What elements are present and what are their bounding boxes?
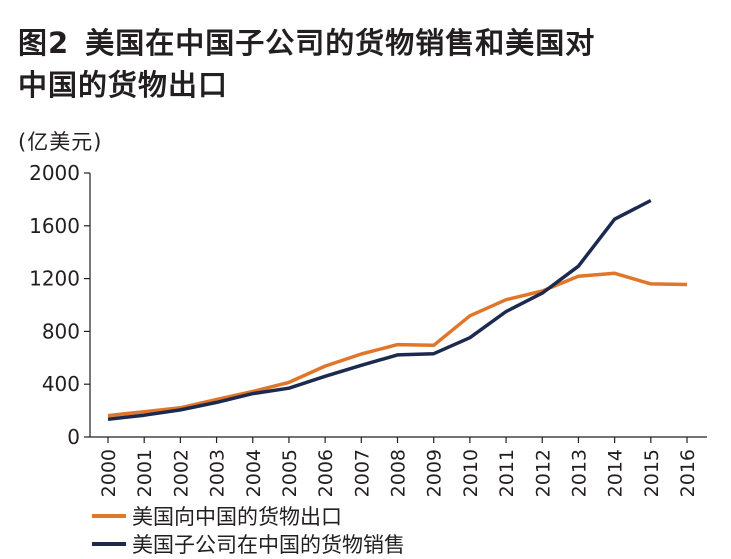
x-tick-label: 2014 bbox=[605, 449, 627, 497]
x-tick-label: 2007 bbox=[351, 449, 373, 497]
y-tick-label: 0 bbox=[67, 425, 80, 449]
y-tick-label: 800 bbox=[42, 319, 80, 343]
chart-title: 图2 美国在中国子公司的货物销售和美国对 中国的货物出口 bbox=[18, 22, 595, 106]
x-tick-label: 2013 bbox=[568, 449, 590, 497]
x-tick-label: 2012 bbox=[532, 449, 554, 497]
figure-label: 图2 bbox=[18, 26, 70, 60]
x-tick-label: 2002 bbox=[170, 449, 192, 497]
legend: 美国向中国的货物出口 美国子公司在中国的货物销售 bbox=[92, 502, 405, 558]
axes bbox=[89, 173, 707, 438]
y-tick-label: 1600 bbox=[29, 214, 80, 238]
x-tick-label: 2010 bbox=[460, 449, 482, 497]
x-tick-label: 2005 bbox=[279, 449, 301, 497]
legend-label-subsidiary-sales: 美国子公司在中国的货物销售 bbox=[132, 533, 405, 557]
x-tick-label: 2011 bbox=[496, 449, 518, 497]
series-lines bbox=[107, 198, 688, 421]
y-tick-label: 2000 bbox=[29, 161, 80, 185]
y-axis-ticks: 0 400 800 1200 1600 2000 bbox=[29, 161, 90, 449]
x-tick-label: 2015 bbox=[641, 449, 663, 497]
series-line-1 bbox=[107, 198, 652, 421]
x-tick-label: 2003 bbox=[207, 449, 229, 497]
x-tick-label: 2016 bbox=[677, 449, 699, 497]
title-line-2: 中国的货物出口 bbox=[18, 68, 229, 102]
x-tick-label: 2006 bbox=[315, 449, 337, 497]
y-tick-label: 400 bbox=[42, 372, 80, 396]
legend-swatch-subsidiary-sales bbox=[92, 542, 126, 546]
legend-item-exports: 美国向中国的货物出口 bbox=[92, 502, 405, 530]
title-text-1: 美国在中国子公司的货物销售和美国对 bbox=[85, 26, 596, 60]
x-tick-label: 2004 bbox=[243, 449, 265, 497]
x-axis-ticks: 2000 2001 2002 2003 2004 2005 2006 2007 2008 2009… bbox=[98, 437, 699, 497]
x-tick-label: 2000 bbox=[98, 449, 120, 497]
x-tick-label: 2009 bbox=[424, 449, 446, 497]
y-axis-unit: (亿美元) bbox=[18, 130, 103, 154]
title-line-1: 图2 美国在中国子公司的货物销售和美国对 bbox=[18, 22, 595, 64]
y-tick-label: 1200 bbox=[29, 267, 80, 291]
x-tick-label: 2008 bbox=[388, 449, 410, 497]
legend-label-exports: 美国向中国的货物出口 bbox=[132, 505, 342, 529]
legend-swatch-exports bbox=[92, 514, 126, 518]
series-line-0 bbox=[107, 271, 688, 418]
x-tick-label: 2001 bbox=[134, 449, 156, 497]
legend-item-subsidiary-sales: 美国子公司在中国的货物销售 bbox=[92, 530, 405, 558]
